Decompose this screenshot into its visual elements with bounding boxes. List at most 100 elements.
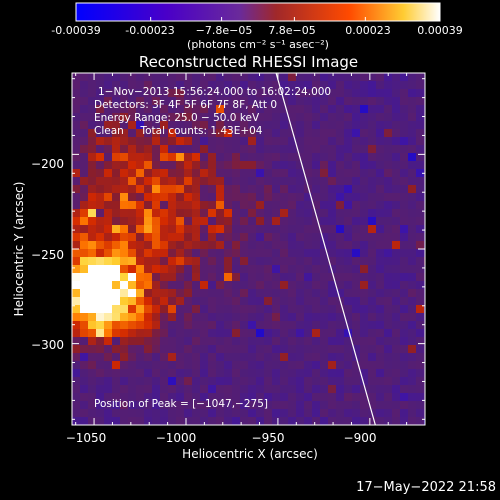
heatmap-cell: [408, 281, 417, 290]
heatmap-cell: [184, 265, 193, 274]
heatmap-cell: [80, 417, 89, 425]
heatmap-cell: [216, 289, 225, 298]
heatmap-cell: [272, 193, 281, 202]
heatmap-cell: [352, 233, 361, 242]
heatmap-cell: [352, 401, 361, 410]
heatmap-cell: [240, 145, 249, 154]
heatmap-cell: [416, 121, 425, 130]
heatmap-cell: [216, 81, 225, 90]
heatmap-cell: [392, 345, 401, 354]
heatmap-cell: [112, 73, 121, 82]
heatmap-cell: [264, 121, 273, 130]
heatmap-cell: [288, 401, 297, 410]
heatmap-cell: [304, 361, 313, 370]
heatmap-cell: [336, 89, 345, 98]
heatmap-cell: [216, 265, 225, 274]
heatmap-cell: [336, 337, 345, 346]
heatmap-cell: [256, 385, 265, 394]
heatmap-cell: [240, 209, 249, 218]
heatmap-cell: [216, 257, 225, 266]
heatmap-cell: [128, 105, 137, 114]
heatmap-cell: [280, 113, 289, 122]
heatmap-cell: [336, 305, 345, 314]
heatmap-cell: [264, 113, 273, 122]
heatmap-cell: [416, 313, 425, 322]
heatmap-cell: [224, 377, 233, 386]
heatmap-cell: [264, 257, 273, 266]
heatmap-cell: [264, 185, 273, 194]
heatmap-cell: [384, 169, 393, 178]
heatmap-cell: [408, 289, 417, 298]
heatmap-cell: [184, 241, 193, 250]
heatmap-cell: [384, 73, 393, 82]
heatmap-cell: [208, 209, 217, 218]
heatmap-cell: [344, 353, 353, 362]
heatmap-cell: [280, 337, 289, 346]
heatmap-cell: [288, 129, 297, 138]
heatmap-cell: [416, 145, 425, 154]
heatmap-cell: [128, 153, 137, 162]
heatmap-cell: [408, 265, 417, 274]
heatmap-cell: [336, 353, 345, 362]
heatmap-cell: [104, 225, 113, 234]
heatmap-cell: [88, 393, 97, 402]
heatmap-cell: [248, 105, 257, 114]
heatmap-cell: [264, 305, 273, 314]
heatmap-cell: [160, 233, 169, 242]
heatmap-cell: [72, 185, 81, 194]
heatmap-cell: [200, 97, 209, 106]
heatmap-cell: [376, 137, 385, 146]
heatmap-cell: [344, 369, 353, 378]
heatmap-cell: [392, 225, 401, 234]
heatmap-cell: [160, 129, 169, 138]
heatmap-cell: [256, 321, 265, 330]
heatmap-cell: [128, 273, 137, 282]
heatmap-cell: [224, 297, 233, 306]
heatmap-cell: [176, 217, 185, 226]
heatmap-cell: [320, 177, 329, 186]
heatmap-cell: [312, 233, 321, 242]
heatmap-cell: [80, 345, 89, 354]
heatmap-cell: [120, 249, 129, 258]
heatmap-cell: [112, 305, 121, 314]
heatmap-cell: [328, 305, 337, 314]
heatmap-cell: [200, 129, 209, 138]
heatmap-cell: [376, 353, 385, 362]
heatmap-cell: [72, 337, 81, 346]
heatmap-cell: [352, 161, 361, 170]
heatmap-cell: [184, 289, 193, 298]
heatmap-cell: [272, 353, 281, 362]
heatmap-cell: [176, 313, 185, 322]
heatmap-cell: [128, 73, 137, 82]
heatmap-cell: [120, 137, 129, 146]
heatmap-cell: [336, 417, 345, 425]
heatmap-cell: [216, 281, 225, 290]
heatmap-cell: [224, 385, 233, 394]
heatmap-cell: [336, 113, 345, 122]
heatmap-cell: [256, 97, 265, 106]
heatmap-cell: [416, 337, 425, 346]
heatmap-cell: [296, 273, 305, 282]
heatmap-cell: [72, 121, 81, 130]
heatmap-cell: [336, 217, 345, 226]
heatmap-cell: [176, 393, 185, 402]
heatmap-cell: [248, 281, 257, 290]
heatmap-cell: [352, 145, 361, 154]
heatmap-cell: [344, 225, 353, 234]
heatmap-cell: [416, 385, 425, 394]
heatmap-cell: [304, 345, 313, 354]
heatmap-cell: [248, 161, 257, 170]
heatmap-cell: [368, 241, 377, 250]
heatmap-cell: [400, 417, 409, 425]
heatmap-cell: [360, 145, 369, 154]
heatmap-cell: [344, 113, 353, 122]
heatmap-cell: [200, 201, 209, 210]
heatmap-cell: [224, 321, 233, 330]
heatmap-cell: [112, 361, 121, 370]
heatmap-cell: [352, 193, 361, 202]
heatmap-cell: [104, 417, 113, 425]
heatmap-cell: [72, 289, 81, 298]
heatmap-cell: [88, 145, 97, 154]
heatmap-cell: [232, 265, 241, 274]
heatmap-cell: [120, 297, 129, 306]
